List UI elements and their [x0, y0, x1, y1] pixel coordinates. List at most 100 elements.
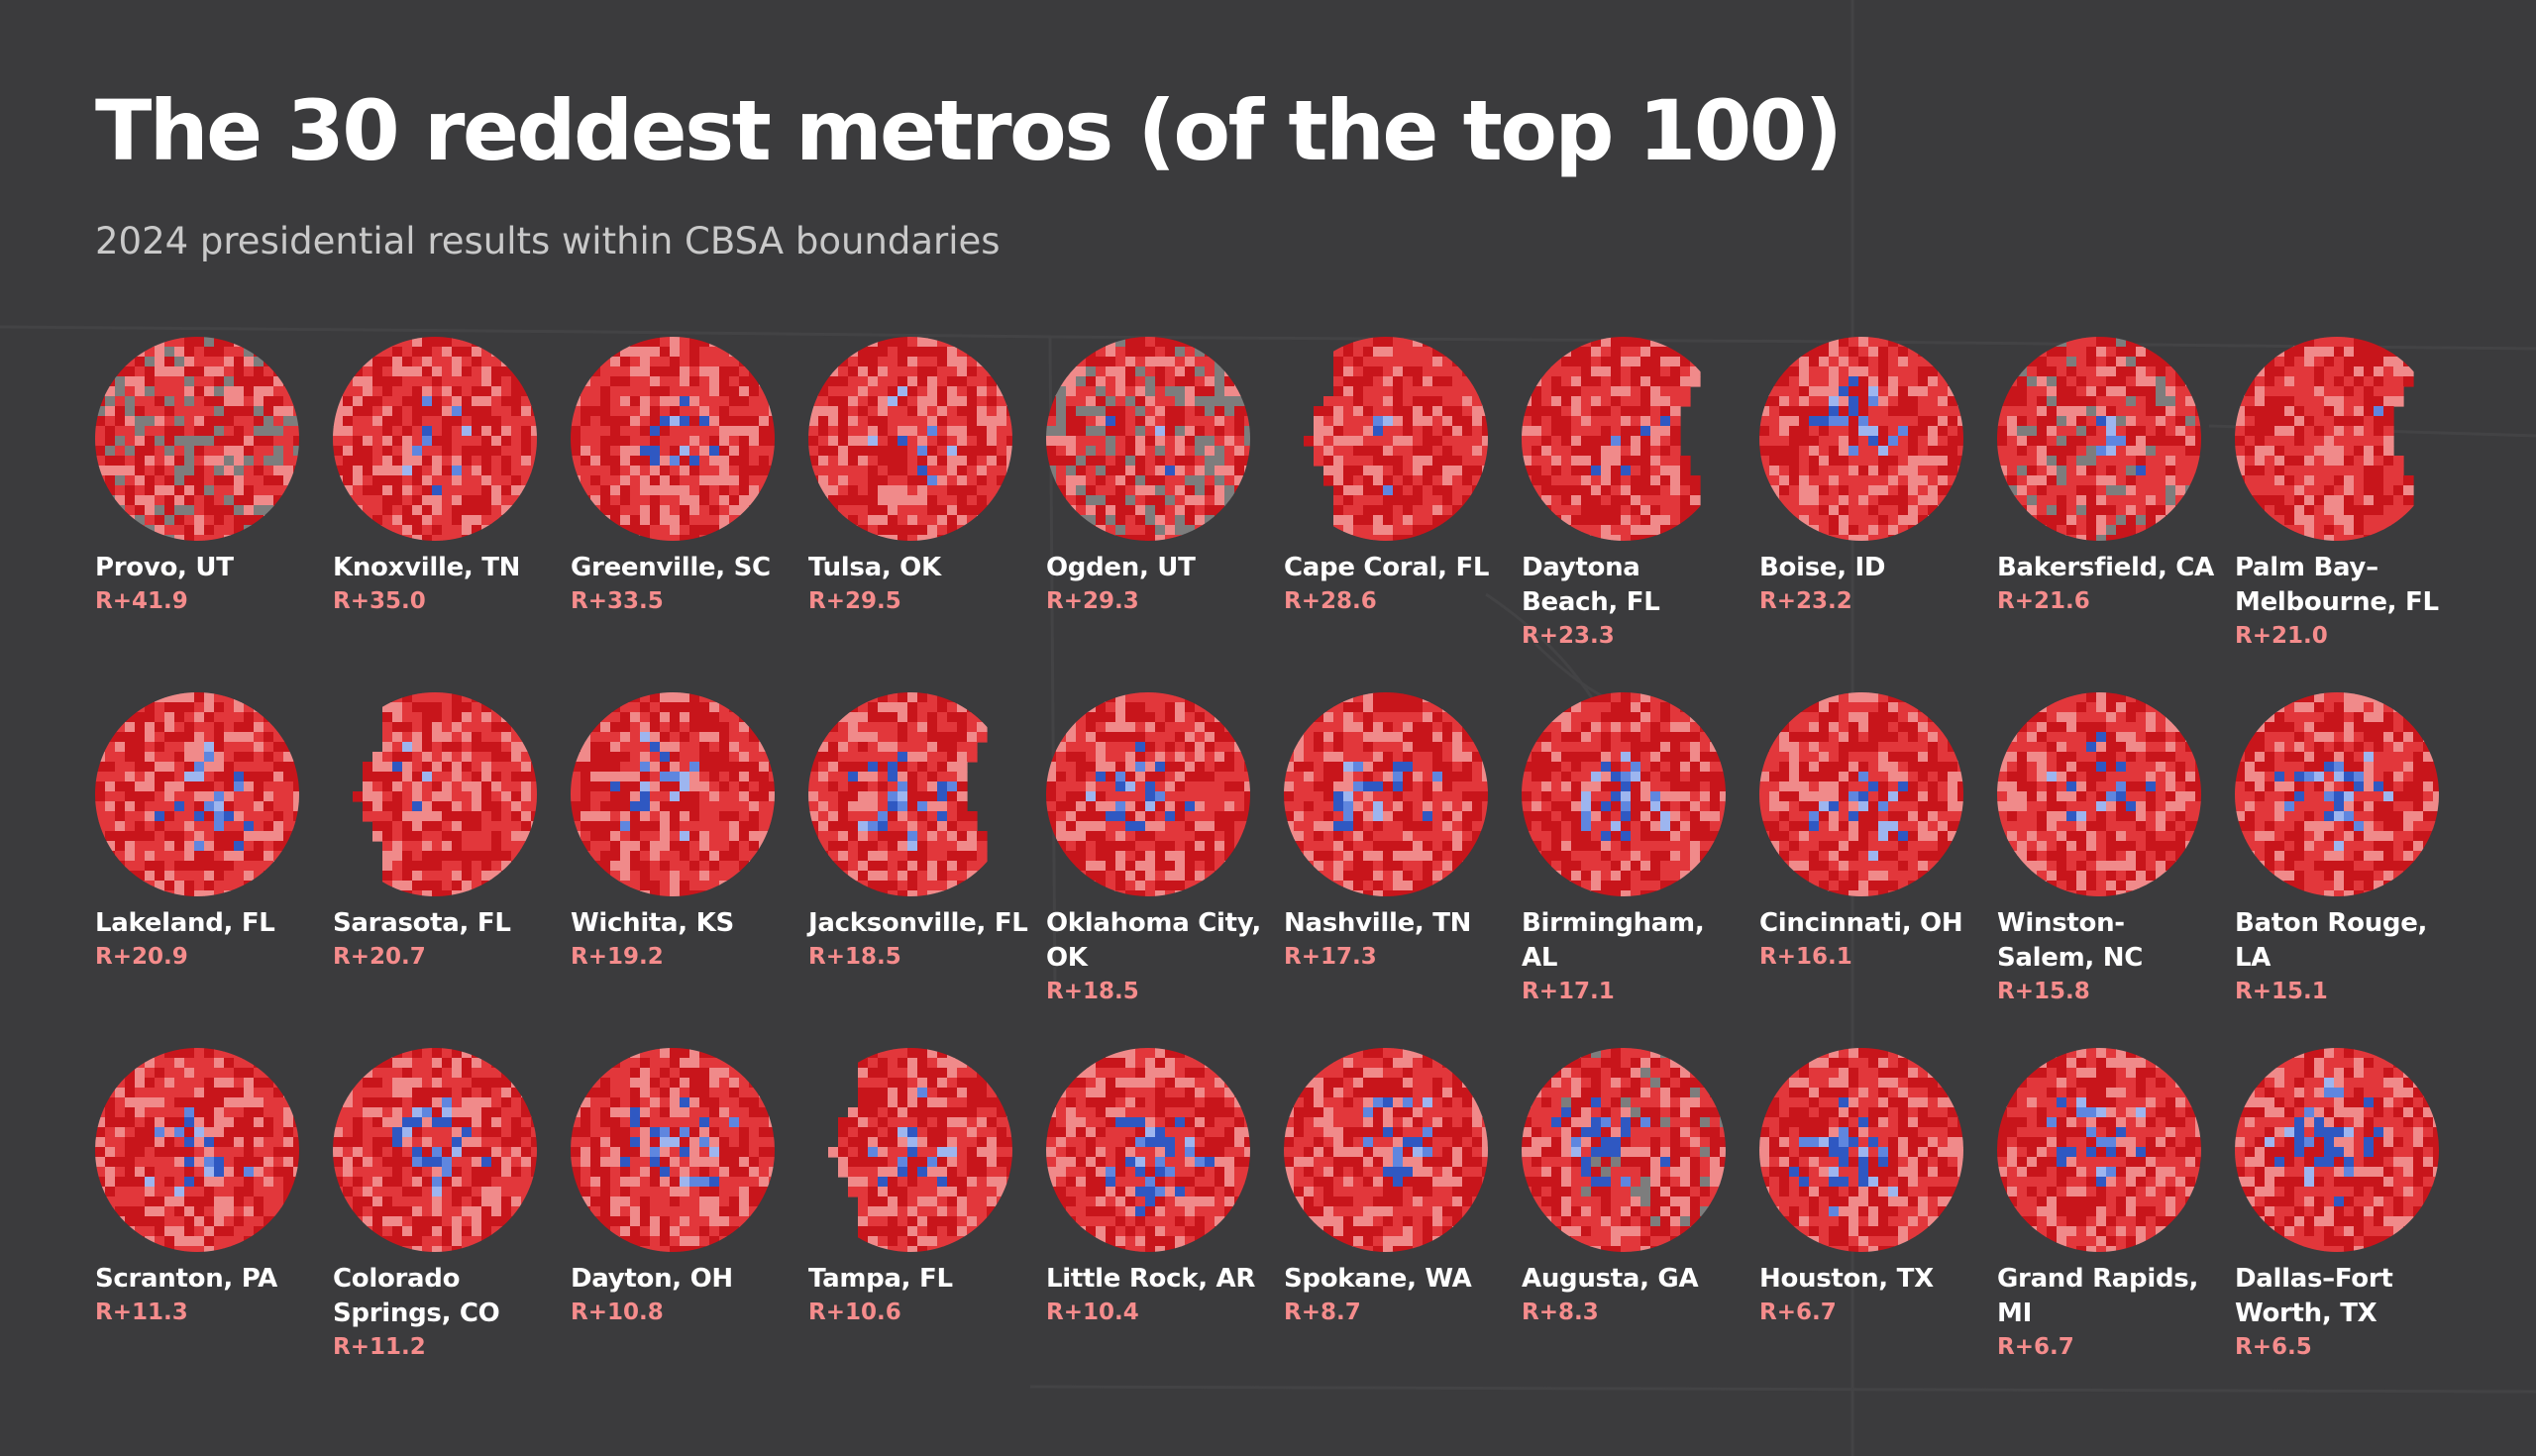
metro-name: Ogden, UT [1046, 553, 1196, 582]
metro-card-knoxville-tn: Knoxville, TN R+35.0 [333, 337, 553, 617]
metro-name: Sarasota, FL [333, 908, 511, 938]
metro-map-greenville-sc [571, 337, 775, 541]
metro-name: Lakeland, FL [95, 908, 275, 938]
metro-name: Oklahoma City, OK [1046, 908, 1261, 973]
metro-map-baton-rouge-la [2235, 692, 2439, 896]
metro-card-little-rock-ar: Little Rock, AR R+10.4 [1046, 1048, 1266, 1328]
metro-name: Boise, ID [1759, 553, 1886, 582]
metro-margin: R+15.1 [2235, 979, 2328, 1004]
metro-margin: R+10.8 [571, 1300, 664, 1325]
metro-card-lakeland-fl: Lakeland, FL R+20.9 [95, 692, 315, 973]
metro-name: Cincinnati, OH [1759, 908, 1963, 938]
metro-map-knoxville-tn [333, 337, 537, 541]
metro-map-cincinnati-oh [1759, 692, 1963, 896]
metro-margin: R+23.2 [1759, 588, 1852, 614]
metro-margin: R+19.2 [571, 944, 664, 970]
metro-margin: R+28.6 [1284, 588, 1377, 614]
metro-map-birmingham-al [1522, 692, 1726, 896]
metro-name: Bakersfield, CA [1997, 553, 2214, 582]
metro-card-jacksonville-fl: Jacksonville, FL R+18.5 [808, 692, 1028, 973]
metro-margin: R+6.7 [1997, 1334, 2074, 1360]
metro-name: Scranton, PA [95, 1264, 277, 1294]
metro-name: Little Rock, AR [1046, 1264, 1256, 1294]
metro-margin: R+18.5 [1046, 979, 1139, 1004]
metro-name: Knoxville, TN [333, 553, 521, 582]
metro-card-spokane-wa: Spokane, WA R+8.7 [1284, 1048, 1504, 1328]
metro-card-scranton-pa: Scranton, PA R+11.3 [95, 1048, 315, 1328]
metro-map-dayton-oh [571, 1048, 775, 1252]
metro-map-tampa-fl [828, 1048, 1012, 1252]
metro-name: Tampa, FL [808, 1264, 953, 1294]
metro-map-colorado-springs-co [333, 1048, 537, 1252]
metro-map-palm-bay-melbourne-fl [2235, 337, 2414, 541]
metro-name: Tulsa, OK [808, 553, 941, 582]
metro-card-ogden-ut: Ogden, UT R+29.3 [1046, 337, 1266, 617]
metro-map-daytona-beach-fl [1522, 337, 1701, 541]
metro-card-winston-salem-nc: Winston-Salem, NC R+15.8 [1997, 692, 2217, 1007]
metro-margin: R+29.3 [1046, 588, 1139, 614]
metro-map-lakeland-fl [95, 692, 299, 896]
metro-margin: R+23.3 [1522, 623, 1615, 649]
metro-margin: R+8.3 [1522, 1300, 1599, 1325]
metro-name: Greenville, SC [571, 553, 771, 582]
metro-margin: R+6.7 [1759, 1300, 1837, 1325]
metro-margin: R+17.1 [1522, 979, 1615, 1004]
metro-name: Cape Coral, FL [1284, 553, 1490, 582]
metro-margin: R+17.3 [1284, 944, 1377, 970]
metro-card-nashville-tn: Nashville, TN R+17.3 [1284, 692, 1504, 973]
metro-name: Houston, TX [1759, 1264, 1934, 1294]
metro-name: Daytona Beach, FL [1522, 553, 1660, 617]
metro-margin: R+21.6 [1997, 588, 2090, 614]
metro-map-bakersfield-ca [1997, 337, 2201, 541]
metro-card-houston-tx: Houston, TX R+6.7 [1759, 1048, 1979, 1328]
metro-map-tulsa-ok [808, 337, 1012, 541]
metro-map-boise-id [1759, 337, 1963, 541]
metro-map-provo-ut [95, 337, 299, 541]
metro-name: Dayton, OH [571, 1264, 733, 1294]
metro-margin: R+20.7 [333, 944, 426, 970]
metro-margin: R+15.8 [1997, 979, 2090, 1004]
metro-name: Jacksonville, FL [808, 908, 1028, 938]
metro-map-wichita-ks [571, 692, 775, 896]
metro-map-dallas-fort-worth-tx [2235, 1048, 2439, 1252]
metro-card-cincinnati-oh: Cincinnati, OH R+16.1 [1759, 692, 1979, 973]
metro-card-oklahoma-city-ok: Oklahoma City, OK R+18.5 [1046, 692, 1266, 1007]
metro-name: Colorado Springs, CO [333, 1264, 500, 1328]
metro-margin: R+20.9 [95, 944, 188, 970]
metro-margin: R+33.5 [571, 588, 664, 614]
metro-name: Augusta, GA [1522, 1264, 1699, 1294]
metro-map-grand-rapids-mi [1997, 1048, 2201, 1252]
metro-card-dayton-oh: Dayton, OH R+10.8 [571, 1048, 791, 1328]
metro-name: Baton Rouge, LA [2235, 908, 2428, 973]
metro-name: Birmingham, AL [1522, 908, 1705, 973]
metro-map-cape-coral-fl [1304, 337, 1488, 541]
metro-card-birmingham-al: Birmingham, AL R+17.1 [1522, 692, 1742, 1007]
metro-map-jacksonville-fl [808, 692, 988, 896]
metro-name: Palm Bay–Melbourne, FL [2235, 553, 2439, 617]
metro-map-augusta-ga [1522, 1048, 1726, 1252]
metro-margin: R+8.7 [1284, 1300, 1361, 1325]
metro-name: Provo, UT [95, 553, 234, 582]
metro-card-bakersfield-ca: Bakersfield, CA R+21.6 [1997, 337, 2217, 617]
metro-card-daytona-beach-fl: Daytona Beach, FL R+23.3 [1522, 337, 1742, 652]
metro-card-dallas-fort-worth-tx: Dallas–Fort Worth, TX R+6.5 [2235, 1048, 2455, 1363]
metro-card-wichita-ks: Wichita, KS R+19.2 [571, 692, 791, 973]
metro-card-greenville-sc: Greenville, SC R+33.5 [571, 337, 791, 617]
metro-margin: R+41.9 [95, 588, 188, 614]
metro-margin: R+29.5 [808, 588, 901, 614]
metro-map-sarasota-fl [353, 692, 537, 896]
metro-margin: R+18.5 [808, 944, 901, 970]
metro-name: Nashville, TN [1284, 908, 1472, 938]
metro-map-oklahoma-city-ok [1046, 692, 1250, 896]
metro-card-tulsa-ok: Tulsa, OK R+29.5 [808, 337, 1028, 617]
metro-name: Winston-Salem, NC [1997, 908, 2143, 973]
metro-card-palm-bay-melbourne-fl: Palm Bay–Melbourne, FL R+21.0 [2235, 337, 2455, 652]
metro-map-little-rock-ar [1046, 1048, 1250, 1252]
metro-card-colorado-springs-co: Colorado Springs, CO R+11.2 [333, 1048, 553, 1363]
metro-name: Grand Rapids, MI [1997, 1264, 2199, 1328]
metro-card-tampa-fl: Tampa, FL R+10.6 [808, 1048, 1028, 1328]
metro-margin: R+35.0 [333, 588, 426, 614]
page-subtitle: 2024 presidential results within CBSA bo… [95, 220, 1001, 262]
metro-map-ogden-ut [1046, 337, 1250, 541]
